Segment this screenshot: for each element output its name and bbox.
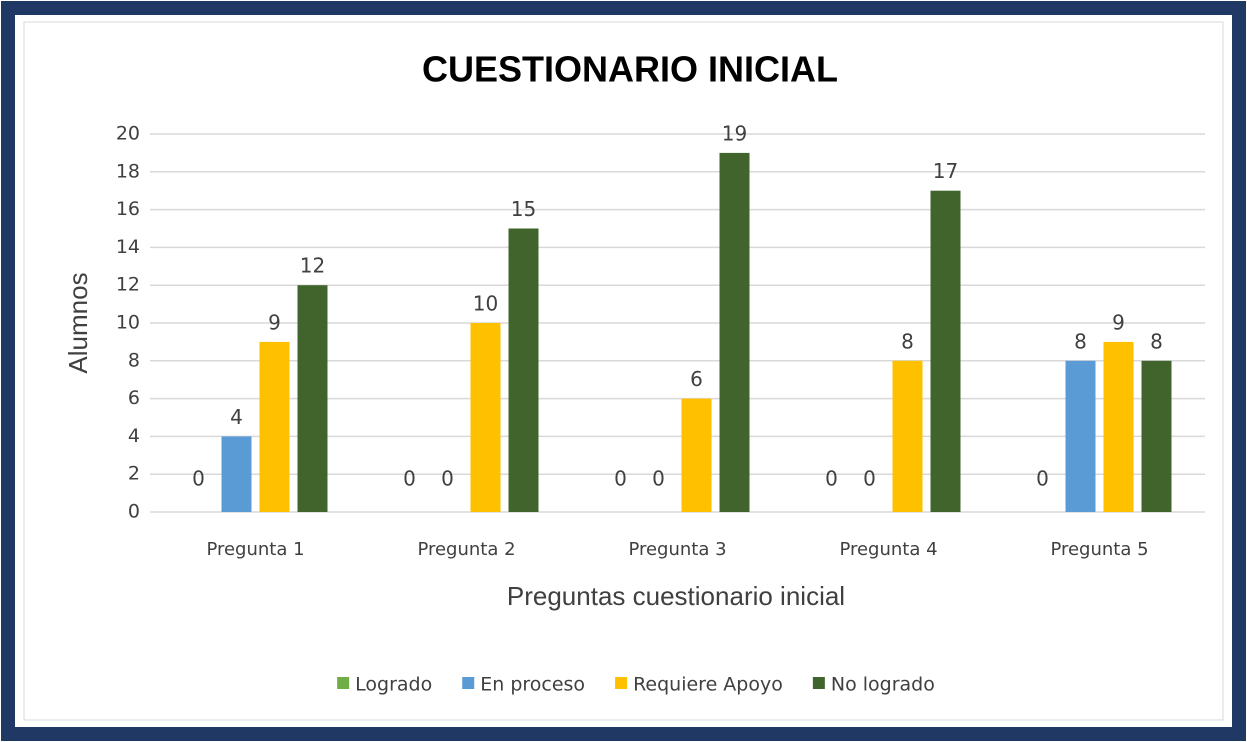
data-label: 0 [652, 467, 665, 491]
bar [1065, 360, 1096, 512]
y-tick-label: 0 [128, 501, 140, 523]
y-axis-label: Alumnos [63, 272, 93, 373]
bar [719, 152, 750, 512]
y-tick-label: 20 [116, 123, 140, 145]
legend-label: Requiere Apoyo [633, 674, 783, 696]
data-label: 10 [473, 292, 498, 316]
legend-swatch [337, 677, 350, 689]
y-tick-label: 8 [128, 349, 140, 371]
bar [259, 341, 290, 512]
x-tick-label: Pregunta 2 [417, 539, 515, 560]
data-label: 15 [511, 197, 536, 221]
bar [1141, 360, 1172, 512]
data-label: 19 [722, 121, 747, 145]
data-label: 0 [1036, 467, 1049, 491]
y-tick-label: 18 [116, 160, 140, 182]
y-tick-label: 4 [128, 425, 140, 447]
bar [1103, 341, 1134, 512]
legend-label: Logrado [355, 674, 432, 696]
data-label: 0 [441, 467, 454, 491]
y-tick-label: 6 [128, 387, 140, 409]
data-label: 4 [230, 405, 243, 429]
data-label: 12 [300, 254, 325, 278]
bar [681, 398, 712, 512]
data-label: 0 [192, 467, 205, 491]
chart-title: CUESTIONARIO INICIAL [422, 49, 838, 90]
data-label: 8 [1074, 329, 1087, 353]
x-tick-label: Pregunta 5 [1050, 539, 1148, 560]
data-label: 6 [690, 367, 703, 391]
data-label: 0 [403, 467, 416, 491]
x-tick-label: Pregunta 1 [206, 539, 304, 560]
y-tick-label: 14 [116, 236, 140, 258]
legend-label: No logrado [831, 674, 935, 696]
legend-swatch [812, 677, 825, 689]
bar [297, 285, 328, 512]
y-tick-label: 10 [116, 312, 140, 334]
bar [930, 190, 961, 512]
data-label: 8 [1150, 329, 1163, 353]
bar [508, 228, 539, 512]
data-label: 17 [933, 159, 958, 183]
x-axis-label: Preguntas cuestionario inicial [507, 581, 845, 611]
y-tick-label: 16 [116, 198, 140, 220]
data-label: 0 [863, 467, 876, 491]
data-label: 9 [268, 310, 281, 334]
legend-label: En proceso [480, 674, 585, 696]
x-tick-label: Pregunta 3 [628, 539, 726, 560]
data-label: 0 [825, 467, 838, 491]
legend-swatch [462, 677, 475, 689]
data-label: 0 [614, 467, 627, 491]
data-label: 8 [901, 329, 914, 353]
y-tick-label: 12 [116, 274, 140, 296]
bar [892, 360, 923, 512]
legend-swatch [615, 677, 628, 689]
y-tick-label: 2 [128, 463, 140, 485]
chart-border [23, 21, 1224, 721]
x-tick-label: Pregunta 4 [839, 539, 937, 560]
bar [221, 436, 252, 512]
data-label: 9 [1112, 310, 1125, 334]
bar [470, 323, 501, 512]
